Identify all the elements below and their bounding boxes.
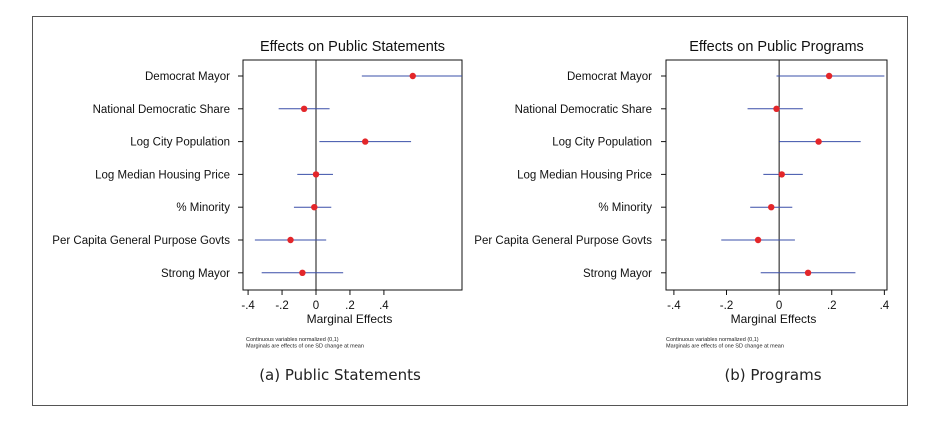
panel-1-note: Continuous variables normalized (0,1) [246,337,339,343]
panel-2-row-label: Strong Mayor [583,268,652,280]
panel-2-estimate-point [768,204,775,211]
panel-1-x-tick-label: .4 [379,300,389,312]
panel-1-estimate-point [311,204,318,211]
panel-2-row-label: % Minority [598,202,652,214]
panel-2-estimate-point [754,236,762,244]
panel-1-row-label: Democrat Mayor [145,71,230,83]
panel-2-x-tick-label: -.4 [667,300,681,312]
panel-1-x-axis-label: Marginal Effects [307,312,393,326]
panel-1-row-label: % Minority [176,202,230,214]
figure-frame [32,16,908,406]
panel-1-caption: (a) Public Statements [259,366,421,384]
panel-1-estimate-point [300,105,308,113]
panel-1-row-label: Strong Mayor [161,268,230,280]
panel-2-note: Marginals are effects of one SD change a… [666,344,784,350]
panel-1-estimate-point [299,269,306,276]
panel-2-row-label: Democrat Mayor [567,71,652,83]
panel-1-estimate-point [287,236,294,244]
panel-1-row-label: National Democratic Share [93,104,230,116]
panel-1-estimate-point [312,171,320,178]
panel-2-estimate-point [804,269,812,276]
panel-2-x-tick-label: .2 [827,300,837,312]
panel-1-x-tick-label: -.4 [241,300,255,312]
panel-2-row-label: Log Median Housing Price [517,169,652,181]
panel-1-chart-title: Effects on Public Statements [260,39,445,55]
panel-1-note: Marginals are effects of one SD change a… [246,344,364,350]
panel-2-row-label: Per Capita General Purpose Govts [474,235,652,247]
panel-2-chart-title: Effects on Public Programs [689,39,864,55]
panel-1-plot-area [242,59,463,291]
panel-2-caption: (b) Programs [724,366,821,384]
panel-1-estimate-point [409,72,416,80]
panel-2-x-axis-label: Marginal Effects [731,312,817,326]
panel-1-x-tick-label: 0 [313,300,319,312]
panel-1-estimate-point [362,138,369,145]
panel-1-x-tick-label: -.2 [275,300,288,312]
panel-1-row-label: Log City Population [130,137,230,149]
panel-2-estimate-point [825,72,833,80]
panel-2-estimate-point [815,138,822,145]
panel-2-x-tick-label: 0 [776,300,782,312]
panel-2-x-tick-label: .4 [880,300,890,312]
panel-2-row-label: Log City Population [552,137,652,149]
panel-2-note: Continuous variables normalized (0,1) [666,337,759,343]
panel-1-row-label: Log Median Housing Price [95,169,230,181]
panel-2-estimate-point [773,105,780,113]
panel-2-x-tick-label: -.2 [720,300,733,312]
panel-2-row-label: National Democratic Share [515,104,652,116]
panel-1-row-label: Per Capita General Purpose Govts [52,235,230,247]
panel-2-plot-area [665,59,888,291]
panel-2-estimate-point [778,171,785,178]
panel-1-x-tick-label: .2 [345,300,355,312]
